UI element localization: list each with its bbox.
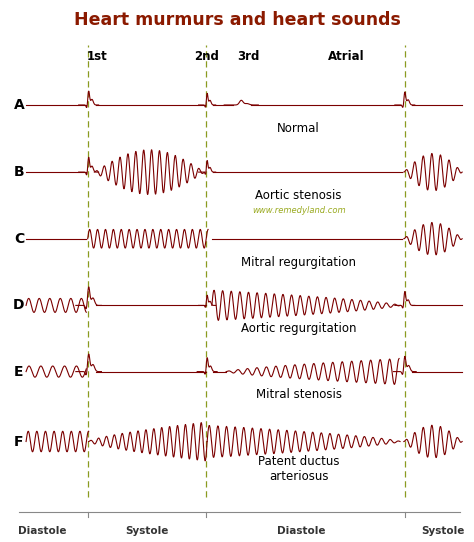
Text: Systole: Systole xyxy=(421,526,465,537)
Text: Heart murmurs and heart sounds: Heart murmurs and heart sounds xyxy=(73,11,401,29)
Text: Patent ductus
arteriosus: Patent ductus arteriosus xyxy=(258,455,339,483)
Text: 1st: 1st xyxy=(87,50,108,63)
Text: Diastole: Diastole xyxy=(277,526,325,537)
Text: www.remedyland.com: www.remedyland.com xyxy=(252,206,346,215)
Text: 3rd: 3rd xyxy=(237,50,260,63)
Text: B: B xyxy=(14,165,24,179)
Text: Aortic regurgitation: Aortic regurgitation xyxy=(241,322,356,335)
Text: Systole: Systole xyxy=(125,526,169,537)
Text: Aortic stenosis: Aortic stenosis xyxy=(255,189,342,202)
Text: E: E xyxy=(14,365,24,379)
Text: F: F xyxy=(14,435,24,449)
Text: Normal: Normal xyxy=(277,122,320,135)
Text: 2nd: 2nd xyxy=(194,50,219,63)
Text: Mitral stenosis: Mitral stenosis xyxy=(255,389,342,402)
Text: Mitral regurgitation: Mitral regurgitation xyxy=(241,256,356,268)
Text: A: A xyxy=(14,98,24,112)
Text: C: C xyxy=(14,232,24,246)
Text: D: D xyxy=(13,299,25,312)
Text: Diastole: Diastole xyxy=(18,526,67,537)
Text: Atrial: Atrial xyxy=(328,50,365,63)
